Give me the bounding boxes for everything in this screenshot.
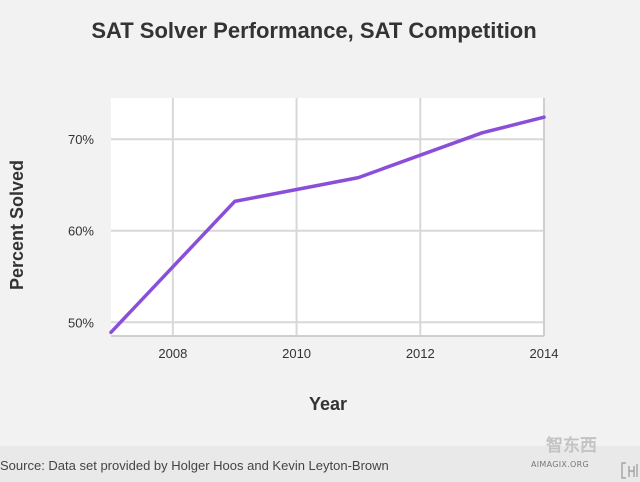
y-tick-label: 60% (68, 224, 94, 239)
chart: SAT Solver Performance, SAT Competition … (7, 18, 558, 414)
series-line (109, 115, 546, 335)
x-tick-label: 2012 (406, 346, 435, 361)
axes (111, 98, 545, 337)
watermark-mark (628, 464, 638, 477)
footer-bar (0, 446, 640, 482)
grid (111, 98, 544, 336)
series (109, 115, 546, 335)
y-tick-label: 50% (68, 315, 94, 330)
tick-labels: 2008 2010 2012 2014 50% 60% 70% (68, 132, 558, 361)
x-tick-label: 2010 (282, 346, 311, 361)
watermark-logo: 智东西 (546, 435, 638, 479)
watermark-bracket (621, 462, 626, 479)
x-tick-label: 2008 (158, 346, 187, 361)
site-label: AIMAGIX.ORG (531, 460, 590, 469)
x-tick-label: 2014 (530, 346, 559, 361)
y-tick-label: 70% (68, 132, 94, 147)
chart-title: SAT Solver Performance, SAT Competition (91, 18, 536, 43)
x-axis-label: Year (309, 394, 347, 414)
watermark-text: 智东西 (546, 435, 597, 456)
y-axis-label: Percent Solved (7, 160, 27, 290)
source-note: Source: Data set provided by Holger Hoos… (0, 458, 389, 473)
